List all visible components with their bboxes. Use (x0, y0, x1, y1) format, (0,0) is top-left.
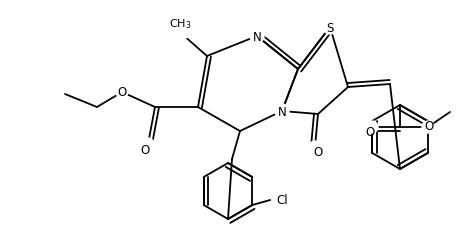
Text: S: S (326, 21, 334, 34)
Text: Cl: Cl (277, 194, 288, 207)
Circle shape (275, 105, 289, 118)
Text: O: O (365, 126, 375, 139)
Text: N: N (278, 105, 286, 118)
Text: O: O (313, 146, 322, 159)
Text: CH$_3$: CH$_3$ (169, 17, 191, 31)
Circle shape (116, 87, 128, 98)
Text: O: O (140, 144, 150, 157)
Text: O: O (425, 120, 434, 133)
Circle shape (366, 121, 378, 134)
Text: O: O (117, 85, 126, 98)
Circle shape (422, 121, 434, 134)
Circle shape (309, 141, 321, 153)
Circle shape (272, 190, 292, 210)
Text: N: N (253, 30, 262, 43)
Circle shape (174, 24, 190, 40)
Circle shape (250, 30, 264, 44)
Circle shape (142, 138, 154, 150)
Circle shape (323, 21, 337, 35)
